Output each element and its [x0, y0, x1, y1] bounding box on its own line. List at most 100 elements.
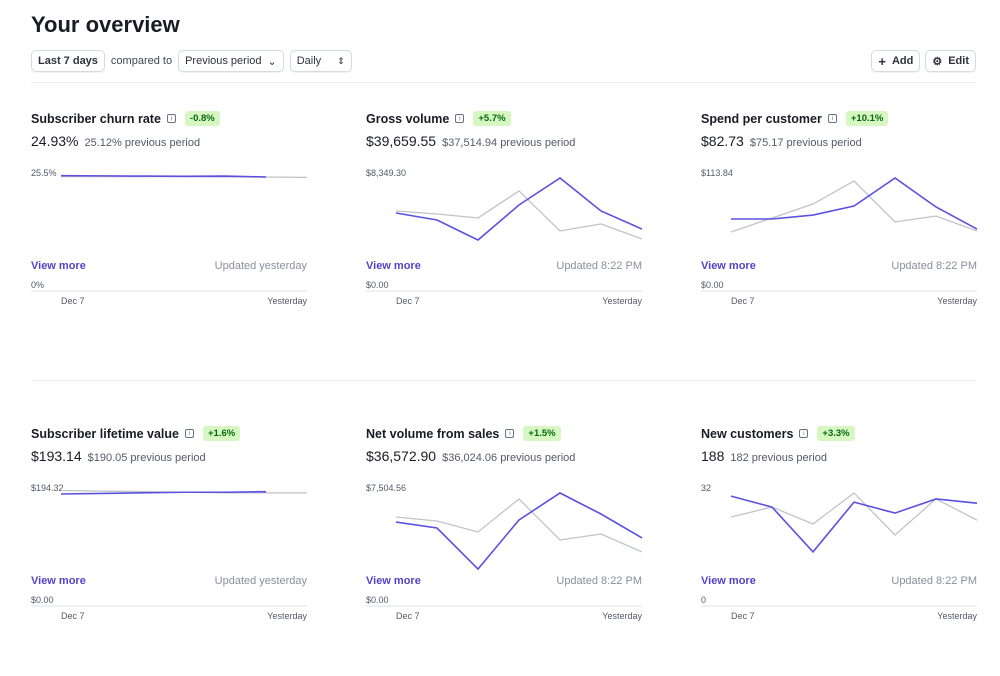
current-series-line — [60, 490, 267, 495]
updated-text: Updated 8:22 PM — [891, 260, 977, 272]
metric-card: Net volume from sales i +1.5% $36,572.90 $3… — [366, 426, 643, 621]
add-label: Add — [891, 55, 914, 67]
card-title: New customers — [701, 426, 794, 441]
date-range-button[interactable]: Last 7 days — [31, 50, 105, 72]
info-icon[interactable]: i — [455, 114, 465, 123]
x-start-label: Dec 7 — [61, 296, 85, 306]
previous-value: $37,514.94 previous period — [442, 137, 576, 149]
view-more-link[interactable]: View more — [366, 260, 421, 272]
y-max-label: $7,504.56 — [366, 483, 406, 493]
view-more-link[interactable]: View more — [31, 575, 86, 587]
metric-value: 24.93% — [31, 133, 79, 149]
card-title: Gross volume — [366, 111, 450, 126]
line-chart: 32 0 Dec 7 Yesterday — [701, 483, 978, 621]
x-end-label: Yesterday — [267, 611, 307, 621]
updated-text: Updated yesterday — [214, 575, 307, 587]
metric-card: New customers i +3.3% 188 182 previous peri… — [701, 426, 978, 621]
y-min-label: $0.00 — [366, 595, 389, 605]
current-series-line — [60, 174, 267, 178]
metric-card: Spend per customer i +10.1% $82.73 $75.17 p… — [701, 111, 978, 306]
compared-to-label: compared to — [110, 55, 173, 67]
x-start-label: Dec 7 — [61, 611, 85, 621]
info-icon[interactable]: i — [505, 429, 515, 438]
info-icon[interactable]: i — [827, 114, 837, 123]
metric-value: $82.73 — [701, 133, 744, 149]
edit-label: Edit — [948, 55, 969, 67]
plus-icon: + — [878, 53, 886, 69]
metric-value: $39,659.55 — [366, 133, 437, 149]
line-chart: $194.32 $0.00 Dec 7 Yesterday — [31, 483, 307, 621]
x-end-label: Yesterday — [267, 296, 307, 306]
change-badge: +5.7% — [473, 111, 511, 126]
divider — [31, 82, 976, 83]
change-badge: +1.6% — [202, 426, 241, 441]
metric-value: 188 — [701, 448, 725, 464]
page-title: Your overview — [31, 12, 180, 37]
current-series-line — [395, 492, 643, 571]
comparison-value: Previous period — [185, 55, 262, 67]
y-min-label: $0.00 — [366, 280, 389, 290]
line-chart: $113.84 $0.00 Dec 7 Yesterday — [701, 168, 978, 306]
previous-value: $36,024.06 previous period — [442, 452, 576, 464]
metric-card: Gross volume i +5.7% $39,659.55 $37,514.94 … — [366, 111, 642, 306]
view-more-link[interactable]: View more — [701, 575, 756, 587]
card-title: Subscriber churn rate — [31, 111, 161, 126]
view-more-link[interactable]: View more — [701, 260, 756, 272]
edit-button[interactable]: ⚙ Edit — [925, 50, 976, 72]
updated-text: Updated 8:22 PM — [891, 575, 977, 587]
interval-value: Daily — [296, 55, 322, 67]
metric-value: $36,572.90 — [366, 448, 437, 464]
y-max-label: 32 — [701, 483, 711, 493]
card-title: Subscriber lifetime value — [31, 426, 179, 441]
updown-icon: ⇕ — [337, 55, 345, 66]
previous-series-line — [395, 498, 643, 553]
info-icon[interactable]: i — [166, 114, 176, 123]
y-max-label: $194.32 — [31, 483, 64, 493]
change-badge: +1.5% — [523, 426, 561, 441]
view-more-link[interactable]: View more — [366, 575, 421, 587]
x-end-label: Yesterday — [602, 611, 642, 621]
change-badge: +3.3% — [817, 426, 855, 441]
y-max-label: $113.84 — [701, 168, 733, 178]
x-start-label: Dec 7 — [396, 611, 420, 621]
previous-value: 25.12% previous period — [84, 137, 201, 149]
previous-value: $75.17 previous period — [749, 137, 862, 149]
card-title: Net volume from sales — [366, 426, 500, 441]
metric-card: Subscriber churn rate i -0.8% 24.93% 25.12%… — [31, 111, 307, 306]
previous-value: $190.05 previous period — [87, 452, 206, 464]
change-badge: +10.1% — [845, 111, 889, 126]
comparison-select[interactable]: Previous period ⌄ — [178, 50, 284, 72]
x-start-label: Dec 7 — [731, 611, 755, 621]
previous-series-line — [730, 180, 978, 233]
gear-icon: ⚙ — [932, 55, 943, 68]
line-chart: $7,504.56 $0.00 Dec 7 Yesterday — [366, 483, 643, 621]
y-max-label: $8,349.30 — [366, 168, 406, 178]
current-series-line — [731, 177, 978, 230]
updated-text: Updated 8:22 PM — [556, 260, 642, 272]
metric-value: $193.14 — [31, 448, 82, 464]
y-min-label: 0% — [31, 280, 44, 290]
metric-card: Subscriber lifetime value i +1.6% $193.14 $… — [31, 426, 307, 621]
change-badge: -0.8% — [184, 111, 220, 126]
x-start-label: Dec 7 — [396, 296, 420, 306]
filter-controls: Last 7 days compared to Previous period ⌄… — [31, 50, 352, 72]
y-max-label: 25.5% — [31, 168, 57, 178]
info-icon[interactable]: i — [184, 429, 194, 438]
updated-text: Updated 8:22 PM — [556, 575, 642, 587]
interval-select[interactable]: Daily ⇕ — [289, 50, 352, 72]
y-min-label: $0.00 — [31, 595, 54, 605]
add-button[interactable]: + Add — [871, 50, 921, 72]
info-icon[interactable]: i — [799, 429, 809, 438]
x-end-label: Yesterday — [602, 296, 642, 306]
line-chart: $8,349.30 $0.00 Dec 7 Yesterday — [366, 168, 642, 306]
chevron-down-icon: ⌄ — [267, 55, 277, 68]
y-min-label: $0.00 — [701, 280, 724, 290]
previous-value: 182 previous period — [730, 452, 827, 464]
divider — [31, 380, 976, 381]
current-series-line — [730, 495, 978, 554]
updated-text: Updated yesterday — [214, 260, 307, 272]
view-more-link[interactable]: View more — [31, 260, 86, 272]
y-min-label: 0 — [701, 595, 706, 605]
card-title: Spend per customer — [701, 111, 822, 126]
x-start-label: Dec 7 — [731, 296, 755, 306]
